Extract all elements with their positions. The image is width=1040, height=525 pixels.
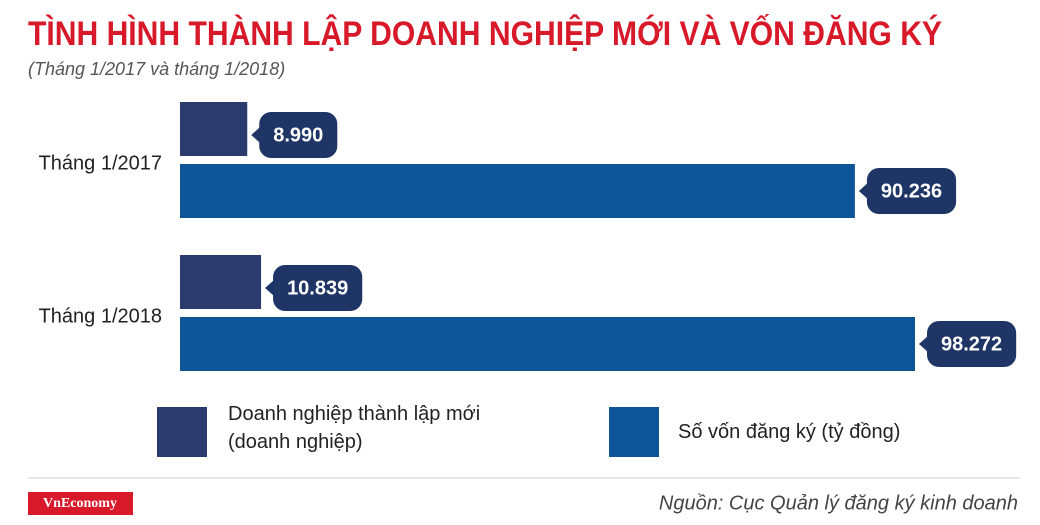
legend-swatch bbox=[157, 407, 207, 457]
label-pointer bbox=[265, 279, 276, 297]
label-pointer bbox=[919, 335, 929, 353]
source: Nguồn: Cục Quản lý đăng ký kinh doanh bbox=[659, 492, 1018, 514]
logo-box bbox=[28, 492, 133, 515]
value-label: 90.236 bbox=[881, 180, 942, 202]
label-pointer bbox=[251, 126, 262, 144]
chart-subtitle: (Tháng 1/2017 và tháng 1/2018) bbox=[28, 59, 285, 79]
label-bubble bbox=[927, 321, 1017, 367]
bar bbox=[180, 255, 262, 309]
legend-swatch bbox=[609, 407, 659, 457]
legend-label: Số vốn đăng ký (tỷ đồng) bbox=[678, 421, 901, 443]
value-label: 8.990 bbox=[273, 124, 323, 146]
bar bbox=[180, 317, 915, 371]
category-label: Tháng 1/2018 bbox=[39, 305, 162, 327]
label-bubble bbox=[273, 265, 363, 311]
bar bbox=[180, 102, 248, 156]
bar bbox=[180, 164, 855, 218]
value-label: 98.272 bbox=[941, 333, 1002, 355]
label-bubble bbox=[866, 168, 957, 214]
chart-title: TÌNH HÌNH THÀNH LẬP DOANH NGHIỆP MỚI VÀ … bbox=[28, 14, 942, 53]
label-pointer bbox=[858, 182, 869, 200]
category-label: Tháng 1/2017 bbox=[39, 152, 162, 174]
legend-label: Doanh nghiệp thành lập mới (doanh nghiệp… bbox=[228, 403, 481, 453]
label-bubble bbox=[259, 112, 338, 158]
value-label: 10.839 bbox=[287, 277, 348, 299]
logo: VnEconomy bbox=[43, 496, 117, 511]
